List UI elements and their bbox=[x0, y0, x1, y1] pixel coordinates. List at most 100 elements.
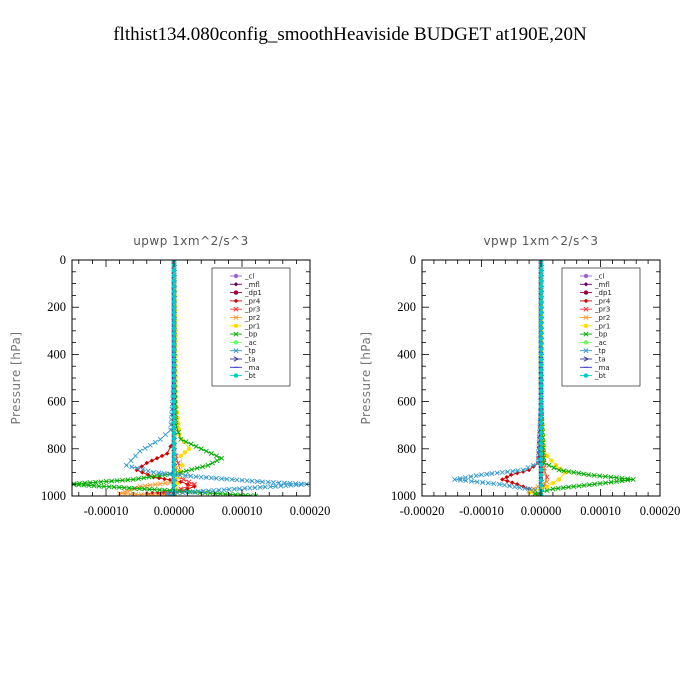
data-point bbox=[253, 493, 259, 496]
data-point bbox=[198, 446, 204, 452]
data-point bbox=[128, 458, 134, 464]
data-point bbox=[155, 490, 161, 496]
data-point bbox=[602, 474, 608, 480]
plot-area bbox=[452, 260, 636, 496]
data-point bbox=[244, 478, 250, 484]
data-point bbox=[538, 315, 544, 320]
data-point bbox=[178, 436, 184, 442]
data-point bbox=[131, 485, 137, 491]
data-point bbox=[504, 474, 509, 480]
data-point bbox=[538, 273, 544, 278]
legend-marker bbox=[583, 323, 589, 328]
data-point bbox=[171, 483, 177, 488]
data-point bbox=[608, 474, 614, 480]
data-point bbox=[141, 486, 147, 492]
y-tick-label: 1000 bbox=[41, 489, 66, 503]
data-point bbox=[76, 480, 82, 486]
data-point bbox=[183, 439, 189, 445]
data-point bbox=[538, 446, 544, 451]
data-point bbox=[171, 404, 177, 410]
legend-entry-mfl: _mfl bbox=[580, 281, 610, 289]
data-point bbox=[551, 465, 557, 471]
data-point bbox=[205, 488, 212, 494]
data-point bbox=[538, 331, 544, 336]
data-point bbox=[625, 477, 631, 483]
legend-marker bbox=[583, 373, 589, 378]
data-point bbox=[211, 487, 217, 494]
data-point bbox=[208, 475, 214, 481]
data-point bbox=[171, 415, 177, 420]
legend-marker bbox=[583, 306, 589, 312]
data-point bbox=[538, 457, 544, 462]
data-point bbox=[76, 482, 82, 488]
legend-box bbox=[561, 267, 641, 387]
data-point bbox=[185, 484, 191, 490]
data-point bbox=[219, 455, 225, 461]
data-point bbox=[171, 299, 177, 305]
data-point bbox=[86, 482, 92, 488]
data-point bbox=[510, 468, 516, 474]
legend-label: _bp bbox=[244, 331, 258, 339]
legend-label: _ac bbox=[244, 339, 257, 347]
data-point bbox=[203, 474, 209, 481]
data-point bbox=[231, 486, 237, 492]
data-point bbox=[203, 448, 209, 454]
legend-entry-pr1: _pr1 bbox=[580, 322, 610, 330]
data-point bbox=[161, 470, 167, 476]
data-point bbox=[242, 485, 248, 491]
data-point bbox=[111, 484, 117, 490]
y-tick-label: 600 bbox=[397, 395, 416, 409]
data-point bbox=[538, 378, 544, 383]
data-point bbox=[171, 284, 177, 289]
data-point bbox=[126, 485, 132, 491]
legend-label: _ma bbox=[594, 364, 610, 372]
legend-label: _tp bbox=[594, 347, 606, 355]
data-point bbox=[478, 472, 485, 478]
data-point bbox=[515, 482, 520, 487]
data-point bbox=[480, 479, 486, 485]
data-point bbox=[265, 479, 271, 485]
data-point bbox=[214, 458, 220, 464]
series-line bbox=[527, 260, 566, 496]
data-point bbox=[592, 481, 598, 487]
legend-entry-pr2: _pr2 bbox=[580, 314, 610, 322]
legend-label: _pr1 bbox=[244, 322, 260, 330]
legend-label: _cl bbox=[594, 273, 604, 281]
data-point bbox=[186, 479, 192, 485]
data-point bbox=[66, 482, 70, 486]
data-point bbox=[538, 310, 544, 315]
y-axis-label: Pressure [hPa] bbox=[359, 331, 373, 424]
x-tick-label: 0.00020 bbox=[640, 504, 681, 518]
legend-marker bbox=[233, 306, 239, 312]
data-point bbox=[152, 482, 158, 488]
data-point bbox=[121, 485, 127, 491]
data-point bbox=[145, 472, 151, 477]
data-point bbox=[171, 436, 177, 441]
data-point bbox=[576, 470, 582, 476]
legend-entry-tp: _tp bbox=[230, 347, 256, 355]
data-point bbox=[538, 467, 544, 472]
data-point bbox=[538, 472, 544, 478]
legend-marker bbox=[233, 340, 239, 345]
data-point bbox=[538, 341, 544, 347]
data-point bbox=[176, 421, 181, 426]
data-point bbox=[149, 458, 155, 463]
data-point bbox=[195, 489, 201, 495]
data-point bbox=[171, 430, 177, 436]
data-point bbox=[162, 476, 167, 482]
figure-title: flthist134.080config_smoothHeaviside BUD… bbox=[113, 24, 587, 45]
data-point bbox=[234, 477, 240, 483]
data-point bbox=[198, 474, 204, 480]
data-point bbox=[178, 453, 184, 459]
data-point bbox=[91, 483, 97, 489]
data-point bbox=[123, 462, 129, 468]
legend-marker bbox=[233, 282, 239, 287]
data-point bbox=[156, 470, 162, 476]
legend-marker bbox=[233, 331, 239, 337]
data-point bbox=[608, 479, 614, 485]
data-point bbox=[538, 373, 544, 378]
data-point bbox=[171, 362, 177, 368]
data-point bbox=[182, 450, 188, 455]
data-point bbox=[171, 472, 177, 478]
data-point bbox=[586, 482, 592, 488]
